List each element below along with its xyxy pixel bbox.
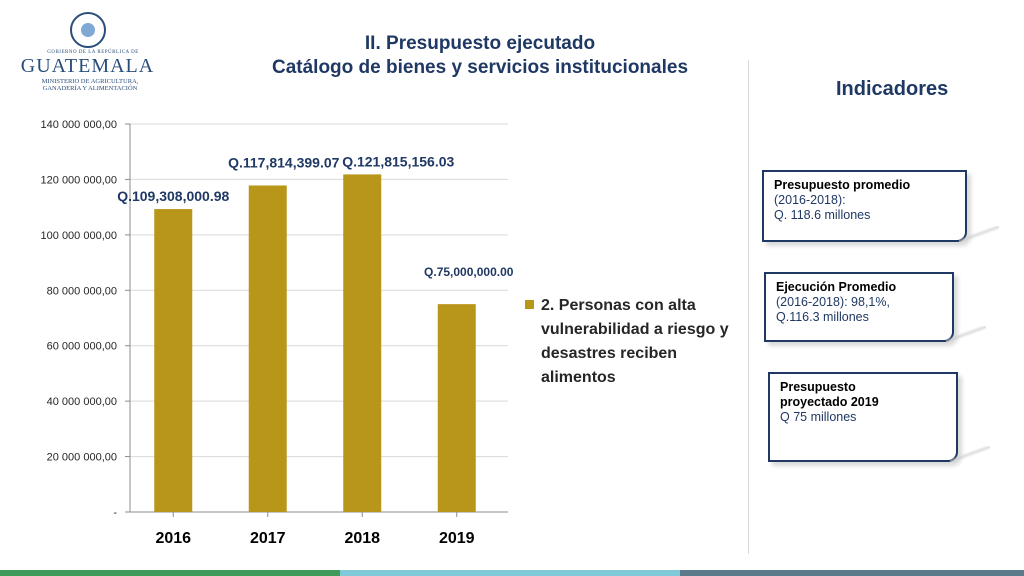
logo-ministry-text: MINISTERIO DE AGRICULTURA, GANADERÍA Y A… (30, 78, 150, 92)
y-tick-label: 120 000 000,00 (41, 174, 117, 186)
y-tick-label: 100 000 000,00 (41, 230, 117, 242)
y-tick-label: 40 000 000,00 (47, 396, 117, 408)
legend-line: vulnerabilidad a riesgo y (541, 321, 729, 338)
y-tick-label: - (113, 507, 117, 519)
card-shine (959, 226, 999, 242)
card-line: (2016-2018): (774, 193, 846, 207)
card-value: Q.116.3 millones (776, 310, 869, 324)
logo-country-text: GUATEMALA (20, 55, 155, 77)
chart-x-labels: 2016 2017 2018 2019 (155, 530, 474, 547)
footer-segment-cyan (340, 570, 680, 576)
data-label: Q.75,000,000.00 (424, 265, 514, 279)
legend-line: desastres reciben (541, 345, 678, 362)
logo-ministry-line2: GANADERÍA Y ALIMENTACIÓN (42, 85, 138, 92)
indicator-card-projected-budget: Presupuesto proyectado 2019 Q 75 millone… (768, 372, 990, 462)
x-tick-label: 2019 (439, 530, 475, 547)
indicator-card-average-budget: Presupuesto promedio (2016-2018): Q. 118… (762, 170, 999, 242)
footer-color-bar (0, 570, 1024, 576)
chart-y-ticks: - 20 000 000,00 40 000 000,00 60 000 000,00… (41, 119, 118, 519)
bar (154, 209, 193, 513)
indicator-card-average-execution: Ejecución Promedio (2016-2018): 98,1%, Q… (764, 272, 986, 342)
x-tick-label: 2016 (155, 530, 191, 547)
card-line: (2016-2018): 98,1%, (776, 295, 890, 309)
data-label: Q.117,814,399.07 (228, 154, 340, 170)
chart-bars (154, 174, 476, 513)
logo-government-text: GOBIERNO DE LA REPÚBLICA DE (47, 50, 139, 55)
card-value: Q. 118.6 millones (774, 208, 871, 222)
slide-title: II. Presupuesto ejecutado Catálogo de bi… (230, 32, 730, 80)
card-title-line2: proyectado 2019 (780, 395, 879, 409)
x-tick-label: 2018 (344, 530, 380, 547)
card-shine (946, 326, 986, 342)
indicators-heading: Indicadores (836, 78, 949, 100)
section-divider (748, 60, 749, 554)
y-tick-label: 80 000 000,00 (47, 285, 117, 297)
card-title: Ejecución Promedio (776, 280, 897, 294)
data-label: Q.121,815,156.03 (342, 153, 454, 169)
coat-of-arms-icon (70, 12, 106, 48)
bar (343, 174, 382, 512)
data-label: Q.109,308,000.98 (117, 188, 229, 204)
legend-line: 2. Personas con alta (541, 297, 696, 314)
ministry-logo: GOBIERNO DE LA REPÚBLICA DE GUATEMALA MI… (20, 10, 155, 92)
bar (437, 304, 476, 512)
logo-ministry-line1: MINISTERIO DE AGRICULTURA, (41, 78, 139, 85)
x-tick-label: 2017 (250, 530, 286, 547)
card-value: Q 75 millones (780, 410, 857, 424)
legend-series-name: 2. Personas con alta vulnerabilidad a ri… (541, 294, 729, 390)
footer-segment-slate (680, 570, 1024, 576)
chart-data-labels: Q.109,308,000.98 Q.117,814,399.07 Q.121,81… (117, 153, 514, 279)
y-tick-label: 140 000 000,00 (41, 119, 117, 131)
legend-swatch (525, 300, 534, 309)
card-shine (950, 446, 990, 462)
card-title: Presupuesto (780, 380, 856, 394)
y-tick-label: 60 000 000,00 (47, 341, 117, 353)
legend-line: alimentos (541, 369, 616, 386)
footer-segment-green (0, 570, 340, 576)
slide-title-line1: II. Presupuesto ejecutado (364, 33, 596, 54)
bar (248, 185, 287, 512)
card-title: Presupuesto promedio (774, 178, 911, 192)
y-tick-label: 20 000 000,00 (47, 452, 117, 464)
slide-title-line2: Catálogo de bienes y servicios instituci… (271, 57, 689, 78)
